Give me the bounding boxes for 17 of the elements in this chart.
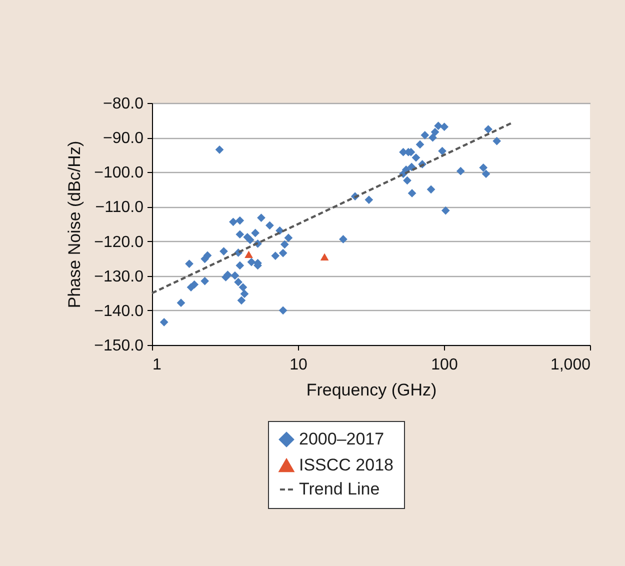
legend-label: Trend Line <box>299 480 380 498</box>
x-axis-title: Frequency (GHz) <box>306 380 437 400</box>
x-tick-label: 1,000 <box>550 356 591 374</box>
y-tick-label: −120.0 <box>94 234 144 251</box>
y-tick-label: −100.0 <box>94 164 144 182</box>
y-tick-label: −80.0 <box>103 96 144 112</box>
y-tick-label: −130.0 <box>94 268 144 286</box>
legend-label: ISSCC 2018 <box>299 456 394 474</box>
y-tick-label: −90.0 <box>103 130 144 148</box>
x-tick-label: 10 <box>290 356 308 374</box>
y-axis-title: Phase Noise (dBc/Hz) <box>65 140 84 308</box>
x-tick-label: 1 <box>152 356 162 374</box>
y-tick-label: −150.0 <box>94 338 144 354</box>
y-tick-label: −110.0 <box>95 199 144 216</box>
x-tick-label: 100 <box>431 356 458 374</box>
legend-label: 2000–2017 <box>299 430 384 448</box>
y-tick-label: −140.0 <box>94 302 144 320</box>
